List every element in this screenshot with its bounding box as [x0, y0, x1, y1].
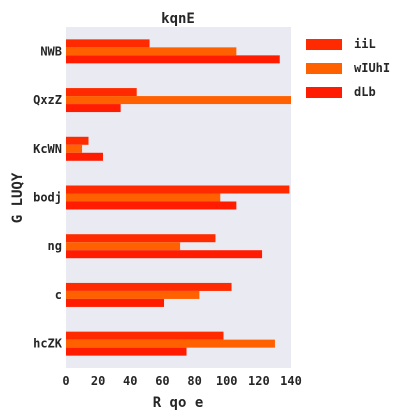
- y-tick-label: NWB: [40, 44, 62, 58]
- bar-NWB-wIUhI: [66, 47, 237, 56]
- legend-swatch-dLb: [306, 87, 342, 98]
- bar-c-wIUhI: [66, 290, 200, 299]
- legend: iiL wIUhI dLb: [306, 37, 390, 99]
- bar-KcWN-dLb: [66, 152, 103, 161]
- x-tick-label: 40: [123, 374, 137, 388]
- x-tick-label: 60: [155, 374, 169, 388]
- x-axis-label: R qo e: [153, 395, 204, 411]
- x-tick-label: 80: [187, 374, 201, 388]
- bar-hcZK-iiL: [66, 331, 224, 340]
- bar-QxzZ-dLb: [66, 104, 121, 113]
- legend-swatch-wIUhI: [306, 63, 342, 74]
- y-tick-label: ng: [48, 239, 62, 253]
- y-tick-label: c: [55, 288, 62, 302]
- y-tick-label: QxzZ: [33, 93, 62, 107]
- bar-ng-wIUhI: [66, 242, 181, 251]
- x-tick-label: 100: [216, 374, 238, 388]
- legend-label-dLb: dLb: [354, 85, 376, 99]
- x-tick-label: 0: [62, 374, 69, 388]
- bar-ng-dLb: [66, 250, 263, 259]
- bar-KcWN-iiL: [66, 136, 89, 145]
- legend-label-iiL: iiL: [354, 37, 376, 51]
- bar-QxzZ-iiL: [66, 88, 137, 97]
- legend-swatch-iiL: [306, 39, 342, 50]
- bar-NWB-iiL: [66, 39, 150, 48]
- y-tick-label: bodj: [33, 191, 62, 205]
- bars-group: [66, 39, 291, 356]
- y-tick-label: hcZK: [33, 337, 63, 351]
- x-tick-labels: 0 20 40 60 80 100 120 140: [62, 374, 301, 388]
- bar-hcZK-wIUhI: [66, 339, 275, 348]
- legend-label-wIUhI: wIUhI: [354, 61, 390, 75]
- y-tick-labels: NWB QxzZ KcWN bodj ng c hcZK: [33, 44, 63, 350]
- x-tick-label: 20: [91, 374, 105, 388]
- bar-NWB-dLb: [66, 55, 280, 64]
- x-tick-label: 140: [280, 374, 302, 388]
- bar-KcWN-wIUhI: [66, 144, 83, 153]
- bar-QxzZ-wIUhI: [66, 96, 291, 105]
- chart-title: kqnE: [161, 11, 195, 27]
- bar-bodj-iiL: [66, 185, 290, 194]
- y-tick-label: KcWN: [33, 142, 62, 156]
- bar-hcZK-dLb: [66, 347, 187, 356]
- bar-ng-iiL: [66, 234, 216, 243]
- bar-bodj-wIUhI: [66, 193, 221, 202]
- bar-c-iiL: [66, 282, 232, 291]
- bar-c-dLb: [66, 298, 165, 307]
- y-axis-label: G LUQY: [10, 172, 26, 223]
- bar-bodj-dLb: [66, 201, 237, 210]
- x-tick-label: 120: [248, 374, 270, 388]
